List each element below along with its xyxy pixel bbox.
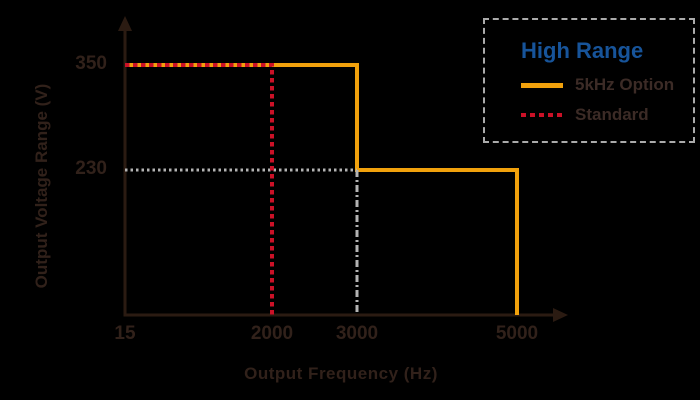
legend-title: High Range <box>521 38 644 63</box>
dashed-red-line-swatch <box>521 113 563 117</box>
x-tick-label: 15 <box>114 323 136 344</box>
legend-item-standard: Standard <box>521 105 649 125</box>
legend-item-5khz-option: 5kHz Option <box>521 75 674 95</box>
x-tick-label: 3000 <box>335 323 379 344</box>
x-tick-label: 5000 <box>495 323 539 344</box>
x-tick-label: 2000 <box>250 323 294 344</box>
solid-orange-line-swatch <box>521 82 563 88</box>
y-axis-title: Output Voltage Range (V) <box>32 83 51 289</box>
y-tick-label: 230 <box>75 158 107 179</box>
legend-item-label: 5kHz Option <box>575 75 675 94</box>
x-axis-title: Output Frequency (Hz) <box>244 364 438 383</box>
legend-box: High Range 5kHz Option Standard <box>483 18 695 143</box>
legend-item-label: Standard <box>575 105 649 124</box>
y-tick-label: 350 <box>75 53 107 74</box>
